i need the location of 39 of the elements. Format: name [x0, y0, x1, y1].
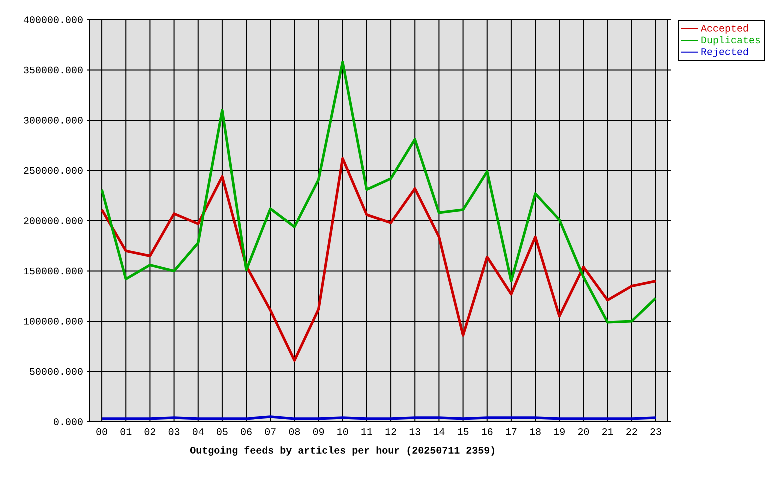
line-series — [100, 60, 658, 324]
x-tick-label: 11 — [362, 428, 372, 436]
x-tick-label: 02 — [144, 428, 156, 436]
x-tick-label: 18 — [530, 428, 541, 436]
y-tick-label: 200000.000 — [24, 218, 83, 224]
x-tick-label: 22 — [626, 428, 638, 436]
x-tick-label: 00 — [96, 428, 108, 436]
x-tick-label: 21 — [602, 428, 614, 436]
y-tick-label: 0.000 — [54, 418, 83, 426]
x-tick-label: 15 — [458, 428, 469, 436]
x-tick-label: 14 — [434, 428, 445, 436]
x-tick-label: 20 — [578, 428, 590, 436]
x-tick-label: 13 — [410, 428, 420, 436]
x-tick-label: 01 — [120, 428, 132, 436]
x-tick-label: 10 — [338, 428, 348, 436]
x-tick-label: 23 — [650, 428, 662, 436]
x-tick-label: 09 — [313, 428, 324, 436]
legend-label: Accepted — [700, 24, 748, 34]
x-axis-title: Outgoing feeds by articles per hour (20250711 2359) — [190, 446, 494, 456]
y-tick-label: 400000.000 — [24, 16, 83, 24]
line-series — [100, 157, 658, 362]
y-tick-label: 150000.000 — [24, 268, 83, 275]
y-tick-label: 300000.000 — [24, 117, 83, 124]
y-tick-label: 50000.000 — [30, 368, 83, 376]
x-tick-label: 16 — [482, 428, 493, 436]
y-tick-label: 350000.000 — [24, 66, 83, 74]
x-tick-label: 12 — [386, 428, 396, 436]
y-tick-label: 250000.000 — [24, 167, 83, 174]
x-tick-label: 07 — [265, 428, 276, 436]
legend-label: Duplicates — [702, 36, 760, 46]
x-tick-label: 19 — [554, 428, 565, 436]
x-tick-label: 05 — [217, 428, 228, 436]
x-tick-label: 04 — [192, 428, 204, 436]
x-tick-label: 17 — [506, 428, 517, 436]
x-tick-label: 08 — [289, 428, 300, 436]
y-tick-label: 100000.000 — [24, 318, 83, 325]
legend-label: Rejected — [702, 48, 748, 58]
x-tick-label: 06 — [241, 428, 252, 436]
x-tick-label: 03 — [168, 428, 180, 436]
